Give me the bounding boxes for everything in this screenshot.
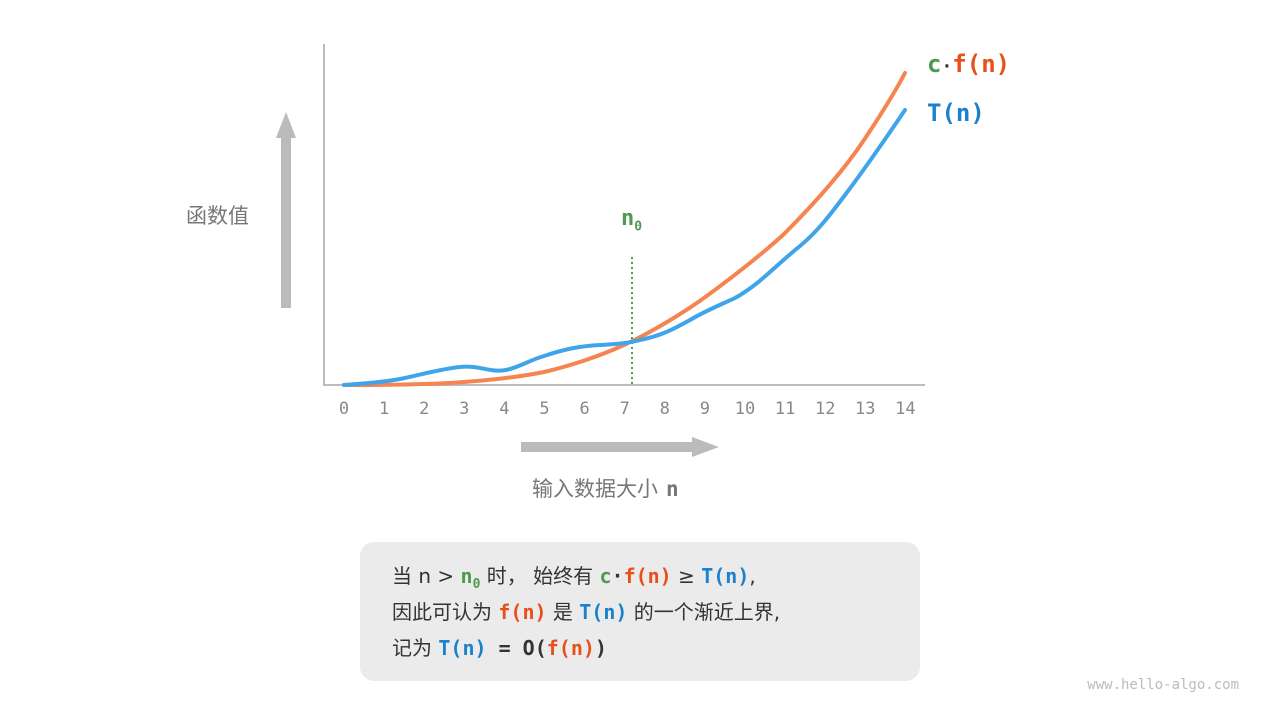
n0: n0 [460, 564, 481, 592]
t: 是 [546, 600, 580, 624]
x-tick-label: 14 [895, 399, 915, 419]
f: f(n) [498, 600, 547, 624]
n0-sub: 0 [634, 219, 643, 235]
f: f(n) [546, 636, 595, 660]
x-tick-label: 2 [419, 399, 429, 419]
cf-curve [342, 71, 907, 387]
eq: = [486, 636, 523, 660]
n0-label: n0 [621, 206, 642, 234]
caption-line-3: 记为 T(n) = O(f(n)) [392, 632, 607, 661]
t-n: T(n) [701, 564, 750, 588]
x-axis-var: n [666, 477, 679, 501]
comma: , [749, 564, 756, 588]
f-text: f(n) [952, 50, 1011, 78]
caption-box: 当 n > n0 时， 始终有 c·f(n) ≥ T(n), 因此可认为 f(n… [360, 542, 920, 681]
x-tick-labels: 0 1 2 3 4 5 6 7 8 9 10 11 12 13 14 [339, 399, 916, 419]
x-axis-label: 输入数据大小 n [532, 473, 679, 503]
cf-legend-label: c·f(n) [927, 50, 1010, 78]
x-tick-label: 12 [815, 399, 835, 419]
t: 当 n > [392, 564, 461, 588]
y-axis-label: 函数值 [186, 204, 249, 228]
caption-line-1: 当 n > n0 时， 始终有 c·f(n) ≥ T(n), [392, 560, 756, 592]
t: 时， 始终有 [480, 564, 600, 588]
n: n [460, 564, 473, 588]
big-o: O( [522, 636, 547, 660]
x-tick-label: 0 [339, 399, 349, 419]
x-tick-label: 4 [499, 399, 509, 419]
t-curve [342, 108, 907, 387]
watermark: www.hello-algo.com [1087, 677, 1239, 693]
close: ) [594, 636, 607, 660]
t: 的一个渐近上界, [627, 600, 781, 624]
caption-line-2: 因此可认为 f(n) 是 T(n) 的一个渐近上界, [392, 596, 780, 625]
t-n: T(n) [579, 600, 628, 624]
x-tick-label: 6 [579, 399, 589, 419]
dot-text: · [941, 56, 953, 77]
x-tick-label: 3 [459, 399, 469, 419]
c: c [599, 564, 612, 588]
x-tick-label: 11 [775, 399, 795, 419]
n0-n: n [621, 206, 635, 231]
t: 记为 [392, 636, 439, 660]
x-tick-label: 5 [539, 399, 549, 419]
x-tick-label: 10 [735, 399, 755, 419]
x-tick-label: 1 [379, 399, 389, 419]
x-tick-label: 9 [700, 399, 710, 419]
ge: ≥ [671, 564, 702, 588]
x-tick-label: 8 [660, 399, 670, 419]
x-tick-label: 13 [855, 399, 875, 419]
x-arrow-icon [521, 437, 719, 457]
dot: · [611, 564, 624, 588]
c-text: c [927, 50, 942, 78]
t-legend-label: T(n) [927, 99, 985, 127]
t: 因此可认为 [392, 600, 499, 624]
sub: 0 [472, 577, 481, 592]
x-axis-label-text: 输入数据大小 [532, 477, 658, 501]
y-arrow-icon [276, 112, 296, 308]
t-n: T(n) [438, 636, 487, 660]
f: f(n) [623, 564, 672, 588]
x-tick-label: 7 [620, 399, 630, 419]
